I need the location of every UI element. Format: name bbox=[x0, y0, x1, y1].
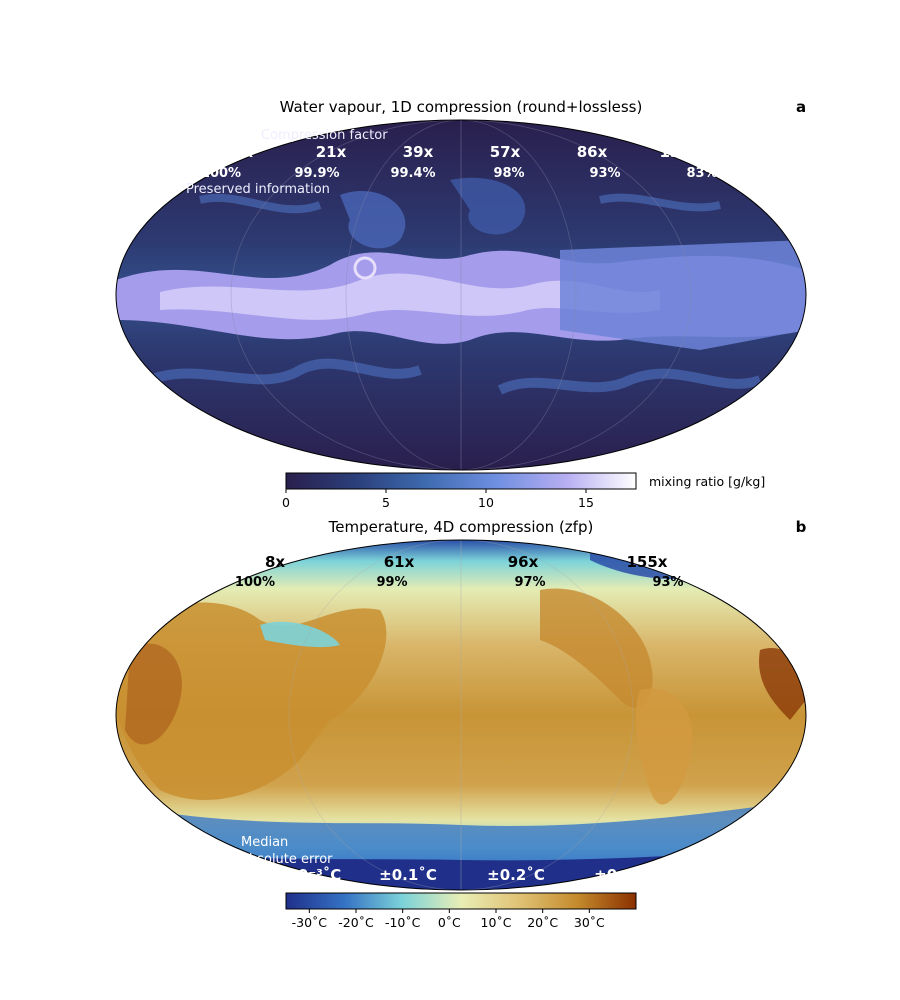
panel-b: Temperature, 4D compression (zfp) b 8x 61… bbox=[115, 518, 807, 930]
colorbar-a: 0 5 10 15 bbox=[282, 472, 637, 510]
compression-factor-label: 8x bbox=[265, 553, 285, 571]
compression-factor-heading: Compression factor bbox=[261, 128, 388, 143]
median-error-label: ±0.1˚C bbox=[379, 866, 437, 884]
error-heading-line2: absolute error bbox=[241, 852, 333, 867]
compression-factor-label: 61x bbox=[384, 553, 415, 571]
colorbar-gradient bbox=[285, 472, 637, 490]
median-error-label: ±0.4˚C bbox=[594, 866, 652, 884]
panel-b-compression-factors: 8x 61x 96x 155x bbox=[265, 553, 668, 571]
panel-b-letter: b bbox=[796, 518, 807, 536]
preserved-information-label: 99% bbox=[376, 575, 407, 590]
compression-factor-label: 39x bbox=[403, 143, 434, 161]
colorbar-tick-label: 0 bbox=[282, 495, 290, 510]
colorbar-gradient bbox=[285, 892, 637, 910]
preserved-information-label: 100% bbox=[201, 166, 241, 181]
panel-a: Water vapour, 1D compression (round+loss… bbox=[115, 98, 807, 510]
compression-factor-label: 21x bbox=[316, 143, 347, 161]
preserved-information-label: 100% bbox=[235, 575, 275, 590]
colorbar-tick-label: 20˚C bbox=[527, 915, 558, 930]
preserved-information-label: 83% bbox=[686, 166, 717, 181]
panel-b-outline bbox=[115, 539, 807, 891]
preserved-information-label: 98% bbox=[493, 166, 524, 181]
preserved-information-label: 99.9% bbox=[294, 166, 339, 181]
panel-a-compression-factors: 7x 21x 39x 57x 86x 137x bbox=[233, 143, 701, 161]
panel-a-letter: a bbox=[796, 98, 806, 116]
panel-b-title: Temperature, 4D compression (zfp) bbox=[328, 518, 594, 536]
colorbar-tick-label: -20˚C bbox=[338, 915, 374, 930]
colorbar-tick-label: 5 bbox=[382, 495, 390, 510]
panel-b-median-errors: ±2·10⁻³˚C ±0.1˚C ±0.2˚C ±0.4˚C bbox=[259, 866, 652, 884]
water-vapour-map bbox=[116, 120, 806, 470]
colorbar-tick-label: 10 bbox=[478, 495, 494, 510]
error-heading-line1: Median bbox=[241, 835, 288, 850]
median-error-label: ±0.2˚C bbox=[487, 866, 545, 884]
preserved-information-label: 93% bbox=[589, 166, 620, 181]
colorbar-tick-label: -10˚C bbox=[385, 915, 421, 930]
compression-factor-label: 155x bbox=[627, 553, 668, 571]
panel-b-preserved-information: 100% 99% 97% 93% bbox=[235, 575, 684, 590]
colorbar-tick-label: 0˚C bbox=[438, 915, 461, 930]
temperature-map bbox=[116, 540, 806, 890]
preserved-information-label: 93% bbox=[652, 575, 683, 590]
colorbar-tick-label: 10˚C bbox=[481, 915, 512, 930]
compression-factor-label: 57x bbox=[490, 143, 521, 161]
colorbar-b: -30˚C -20˚C -10˚C 0˚C 10˚C 20˚C 30˚C bbox=[285, 892, 637, 930]
colorbar-tick-label: 30˚C bbox=[574, 915, 605, 930]
panel-a-outline bbox=[115, 119, 807, 471]
median-error-label: ±2·10⁻³˚C bbox=[259, 866, 342, 884]
compression-factor-label: 7x bbox=[233, 143, 253, 161]
colorbar-tick-label: -30˚C bbox=[292, 915, 328, 930]
compression-factor-label: 96x bbox=[508, 553, 539, 571]
preserved-information-heading: Preserved information bbox=[186, 182, 330, 197]
compression-factor-label: 86x bbox=[577, 143, 608, 161]
panel-a-title: Water vapour, 1D compression (round+loss… bbox=[280, 98, 643, 116]
panel-a-preserved-information: 100% 99.9% 99.4% 98% 93% 83% bbox=[201, 166, 718, 181]
preserved-information-label: 97% bbox=[514, 575, 545, 590]
colorbar-a-label: mixing ratio [g/kg] bbox=[649, 474, 765, 489]
preserved-information-label: 99.4% bbox=[390, 166, 435, 181]
compression-factor-label: 137x bbox=[660, 143, 701, 161]
colorbar-tick-label: 15 bbox=[578, 495, 594, 510]
